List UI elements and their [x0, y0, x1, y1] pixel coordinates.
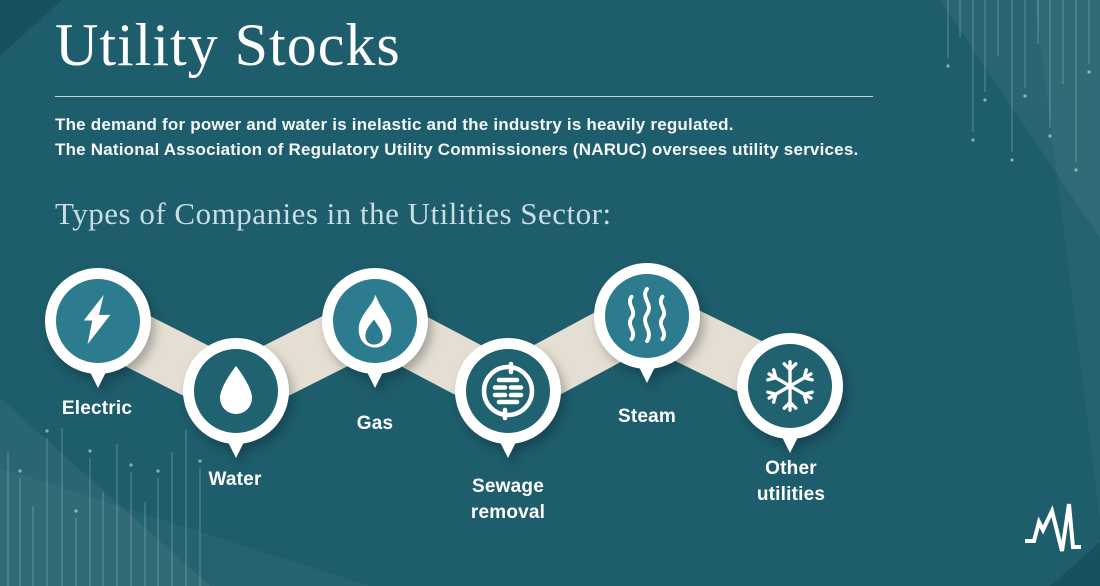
water-drop-icon [220, 366, 252, 414]
section-heading: Types of Companies in the Utilities Sect… [55, 196, 612, 231]
light-wedge-top-right-2 [1035, 0, 1100, 520]
light-wedge-top-right [940, 0, 1100, 238]
tick-dots-bottom-left [18, 429, 202, 513]
page-title: Utility Stocks [55, 12, 401, 78]
steam-waves-icon [627, 287, 667, 344]
light-wedge-bottom-left [0, 398, 210, 586]
pin-disc [45, 268, 151, 374]
tick-lines-bottom-left [7, 428, 201, 586]
pin-disc [737, 333, 843, 439]
pin-disc [455, 338, 561, 444]
pulse-m-logo [1025, 503, 1081, 552]
pin-other [737, 333, 843, 453]
intro-line-2: The National Association of Regulatory U… [55, 140, 859, 159]
gas-flame-icon [358, 294, 392, 347]
manhole-grate-icon [481, 361, 535, 421]
corner-triangle-top-left [0, 0, 62, 56]
pin-water [183, 338, 289, 458]
pin-disc [594, 263, 700, 369]
pin-sewage [455, 338, 561, 458]
title-divider [55, 96, 873, 97]
pin-steam [594, 263, 700, 383]
label-sewage: Sewage removal [470, 476, 546, 523]
label-water: Water [208, 469, 262, 490]
intro-text: The demand for power and water is inelas… [55, 112, 858, 162]
tick-dots-top-right [946, 64, 1091, 172]
tick-lines-top-right [947, 0, 1090, 162]
pin-electric [45, 268, 151, 388]
snowflake-icon [764, 360, 816, 412]
pin-disc [183, 338, 289, 444]
label-steam: Steam [617, 406, 677, 427]
light-wedge-bottom-left-2 [0, 468, 370, 586]
intro-line-1: The demand for power and water is inelas… [55, 115, 734, 134]
pin-disc [322, 268, 428, 374]
lightning-bolt-icon [83, 294, 111, 345]
pin-gas [322, 268, 428, 388]
label-electric: Electric [61, 398, 133, 419]
corner-triangle-bottom-right [1050, 542, 1100, 586]
label-other: Other utilities [756, 458, 826, 505]
label-gas: Gas [356, 413, 394, 434]
